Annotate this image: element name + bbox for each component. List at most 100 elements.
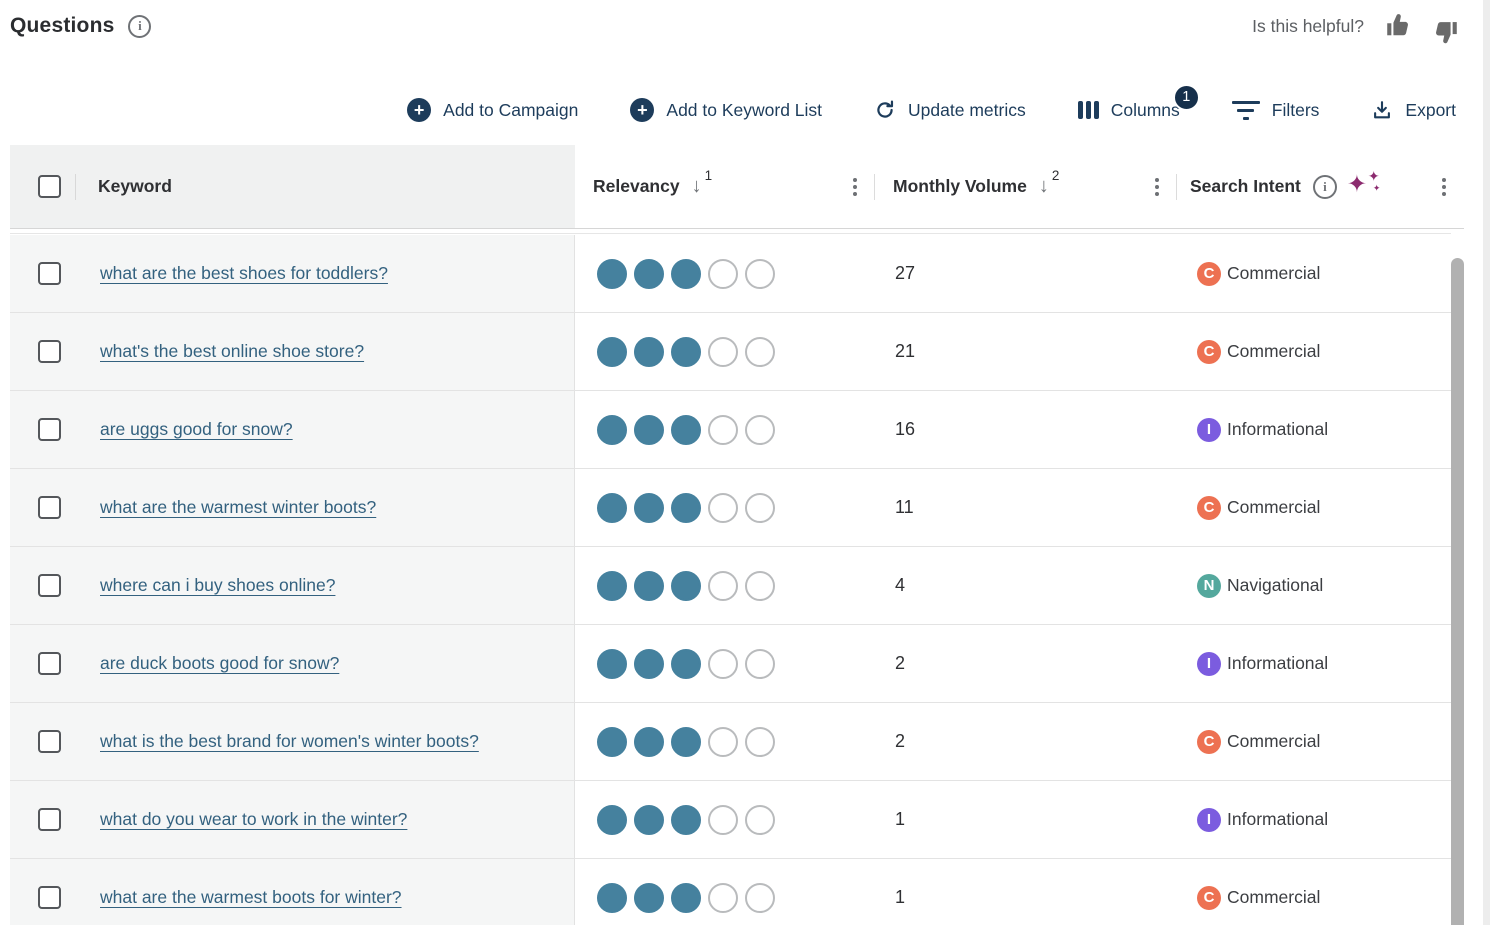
intent-label: Commercial: [1227, 341, 1321, 361]
update-metrics-button[interactable]: Update metrics: [874, 99, 1026, 121]
search-intent-cell: C Commercial: [1177, 235, 1451, 312]
relevancy-cell: [575, 859, 875, 925]
columns-button[interactable]: Columns 1: [1077, 83, 1200, 121]
add-to-keyword-list-button[interactable]: + Add to Keyword List: [630, 98, 822, 122]
keyword-cell: what are the best shoes for toddlers?: [10, 235, 575, 312]
search-intent-info-icon[interactable]: i: [1312, 174, 1337, 199]
row-checkbox[interactable]: [38, 808, 61, 831]
row-checkbox[interactable]: [38, 496, 61, 519]
keyword-link[interactable]: where can i buy shoes online?: [100, 575, 336, 595]
relevancy-dot: [597, 570, 627, 601]
filters-label: Filters: [1271, 99, 1320, 120]
intent-badge: I: [1197, 807, 1221, 832]
keyword-cell: are duck boots good for snow?: [10, 625, 575, 702]
relevancy-cell: [575, 235, 875, 312]
relevancy-dot: [597, 804, 627, 835]
keyword-link[interactable]: are duck boots good for snow?: [100, 653, 340, 673]
right-edge-strip: [1483, 0, 1490, 925]
keyword-cell: what are the warmest winter boots?: [10, 469, 575, 546]
row-checkbox[interactable]: [38, 418, 61, 441]
search-intent-column-header: Search Intent i ✦ ✦ ✦: [1177, 145, 1464, 228]
monthly-volume-value: 1: [895, 809, 906, 829]
intent-label: Commercial: [1227, 731, 1321, 751]
search-intent-cell: I Informational: [1177, 391, 1451, 468]
relevancy-dot: [634, 570, 664, 601]
relevancy-dots: [597, 336, 775, 367]
relevancy-dot: [708, 570, 738, 601]
row-checkbox[interactable]: [38, 262, 61, 285]
search-intent-column-label: Search Intent: [1190, 176, 1301, 196]
monthly-volume-cell: 1: [875, 859, 1177, 925]
intent-badge: C: [1197, 339, 1221, 364]
relevancy-dot: [634, 804, 664, 835]
relevancy-dot: [597, 492, 627, 523]
sort-descending-icon[interactable]: ↓: [1038, 175, 1049, 197]
vertical-scrollbar-thumb[interactable]: [1451, 258, 1464, 925]
monthly-volume-column-menu-icon[interactable]: [1151, 174, 1163, 200]
search-intent-cell: C Commercial: [1177, 313, 1451, 390]
sort-descending-icon[interactable]: ↓: [691, 175, 702, 197]
update-metrics-label: Update metrics: [908, 99, 1026, 120]
monthly-volume-cell: 2: [875, 703, 1177, 780]
relevancy-dot: [597, 336, 627, 367]
add-to-keyword-list-label: Add to Keyword List: [666, 99, 823, 120]
keyword-cell: what's the best online shoe store?: [10, 313, 575, 390]
search-intent-column-menu-icon[interactable]: [1438, 174, 1450, 200]
relevancy-dot: [745, 804, 775, 835]
relevancy-dot: [597, 882, 627, 913]
relevancy-dot: [634, 414, 664, 445]
intent-badge: C: [1197, 495, 1221, 520]
intent-label: Informational: [1227, 809, 1329, 829]
row-checkbox[interactable]: [38, 886, 61, 909]
add-to-campaign-button[interactable]: + Add to Campaign: [407, 98, 578, 122]
row-checkbox[interactable]: [38, 574, 61, 597]
monthly-volume-value: 4: [895, 575, 906, 595]
header-divider: [75, 173, 76, 200]
table-toolbar: + Add to Campaign + Add to Keyword List …: [0, 83, 1456, 135]
relevancy-cell: [575, 313, 875, 390]
monthly-volume-cell: 27: [875, 235, 1177, 312]
relevancy-column-menu-icon[interactable]: [849, 174, 861, 200]
table-row: what are the warmest boots for winter? 1…: [10, 859, 1451, 925]
row-checkbox[interactable]: [38, 340, 61, 363]
keyword-link[interactable]: what are the best shoes for toddlers?: [100, 263, 388, 283]
relevancy-dots: [597, 648, 775, 679]
keyword-cell: what is the best brand for women's winte…: [10, 703, 575, 780]
row-checkbox[interactable]: [38, 652, 61, 675]
relevancy-cell: [575, 781, 875, 858]
intent-badge: I: [1197, 651, 1221, 676]
filters-button[interactable]: Filters: [1231, 99, 1320, 121]
keyword-link[interactable]: what are the warmest winter boots?: [100, 497, 377, 517]
intent-badge: N: [1197, 573, 1221, 598]
columns-count-badge: 1: [1172, 83, 1200, 111]
monthly-volume-column-label: Monthly Volume: [893, 176, 1027, 196]
relevancy-cell: [575, 469, 875, 546]
thumbs-up-icon[interactable]: [1384, 11, 1415, 42]
keyword-link[interactable]: are uggs good for snow?: [100, 419, 293, 439]
keyword-link[interactable]: what is the best brand for women's winte…: [100, 731, 479, 751]
relevancy-dots: [597, 258, 775, 289]
keyword-cell: are uggs good for snow?: [10, 391, 575, 468]
monthly-volume-cell: 1: [875, 781, 1177, 858]
export-button[interactable]: Export: [1371, 99, 1456, 121]
search-intent-cell: C Commercial: [1177, 859, 1451, 925]
thumbs-down-icon[interactable]: [1429, 16, 1460, 47]
relevancy-dot: [745, 648, 775, 679]
monthly-volume-value: 21: [895, 341, 916, 361]
keyword-link[interactable]: what are the warmest boots for winter?: [100, 887, 402, 907]
table-header: Keyword Relevancy ↓ 1 Monthly Volume ↓ 2…: [10, 145, 1464, 229]
relevancy-dot: [634, 336, 664, 367]
relevancy-dot: [708, 648, 738, 679]
keyword-link[interactable]: what's the best online shoe store?: [100, 341, 365, 361]
relevancy-dot: [671, 570, 701, 601]
row-checkbox[interactable]: [38, 730, 61, 753]
scrolled-row-sliver: [10, 230, 1451, 234]
keyword-link[interactable]: what do you wear to work in the winter?: [100, 809, 408, 829]
keyword-cell: what do you wear to work in the winter?: [10, 781, 575, 858]
columns-label: Columns: [1110, 99, 1180, 120]
intent-badge: C: [1197, 729, 1221, 754]
select-all-checkbox[interactable]: [38, 175, 61, 198]
questions-info-icon[interactable]: i: [128, 14, 152, 38]
page-title: Questions: [10, 14, 115, 37]
export-label: Export: [1405, 99, 1456, 120]
